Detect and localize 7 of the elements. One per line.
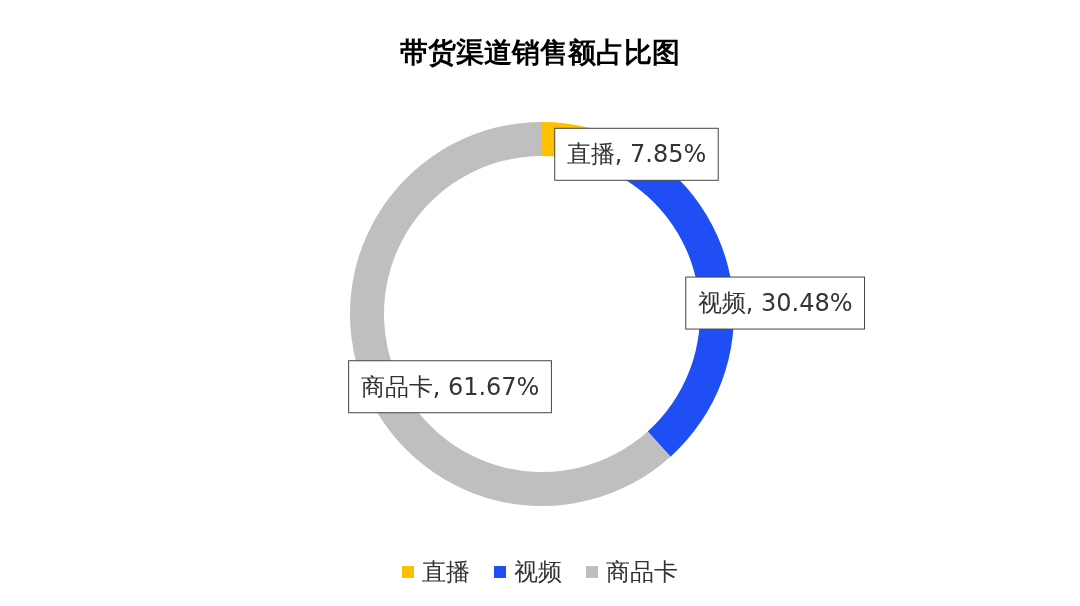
- chart-title: 带货渠道销售额占比图: [400, 36, 680, 69]
- data-label: 直播, 7.85%: [566, 140, 707, 169]
- data-label: 视频, 30.48%: [697, 289, 853, 318]
- legend-label: 直播: [422, 558, 470, 586]
- legend-label: 视频: [514, 558, 562, 586]
- data-label: 商品卡, 61.67%: [360, 372, 540, 401]
- legend-label: 商品卡: [606, 558, 678, 586]
